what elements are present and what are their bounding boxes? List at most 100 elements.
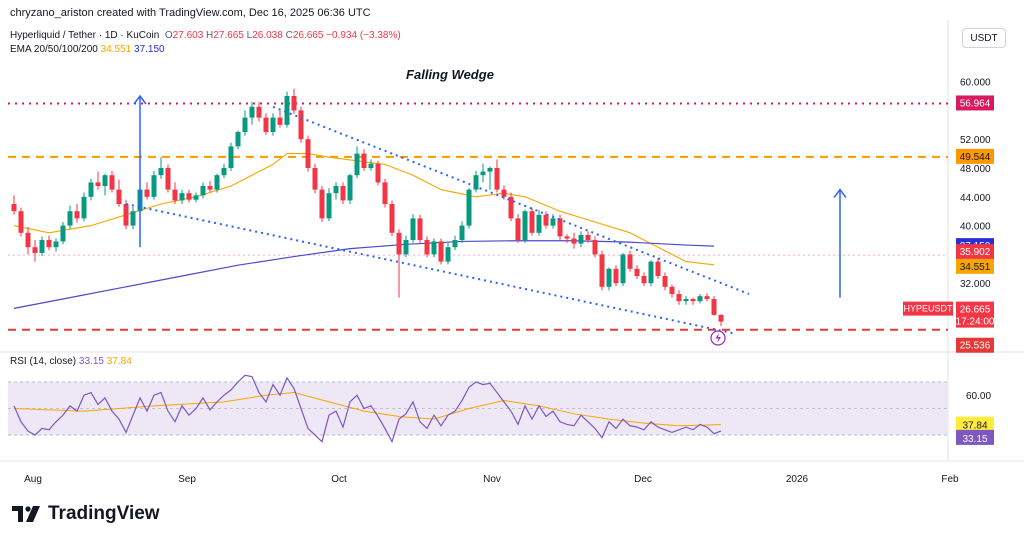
candle-body — [543, 214, 549, 226]
price-tag-pink-level — [956, 244, 994, 260]
candle-body — [39, 240, 45, 253]
created-text: created with TradingView.com, Dec 16, 20… — [96, 7, 371, 19]
candle-body — [165, 168, 171, 190]
candle-body — [410, 218, 416, 240]
open-label: O — [164, 30, 173, 41]
candle-body — [200, 186, 206, 196]
candle-body — [116, 189, 122, 204]
rsi-label[interactable]: RSI (14, close) — [10, 356, 77, 367]
candles — [11, 88, 724, 327]
candle-body — [361, 153, 367, 168]
candle-body — [592, 240, 598, 255]
symbol-legend: Hyperliquid / Tether · 1D · KuCoin O27.6… — [10, 30, 401, 41]
symbol-tag-label: HYPEUSDT — [903, 304, 953, 314]
time-axis: Aug Sep Oct Nov Dec 2026 Feb — [24, 474, 959, 485]
chart-header: chryzano_ariston created with TradingVie… — [10, 7, 371, 19]
wedge-lower-line — [125, 203, 736, 335]
price-tag-label-pink-level: 35.902 — [960, 247, 991, 258]
candle-body — [214, 175, 220, 190]
candle-body — [74, 211, 80, 219]
candle-body — [354, 153, 360, 176]
level-lines — [8, 102, 948, 331]
candle-body — [536, 214, 542, 233]
candle-body — [284, 96, 290, 125]
candle-body — [473, 175, 479, 190]
candle-body — [403, 240, 409, 255]
candle-body — [18, 211, 24, 233]
currency-button[interactable]: USDT — [962, 28, 1006, 48]
ema-blue-line — [13, 240, 715, 309]
rsi-legend: RSI (14, close) 33.15 37.84 — [10, 356, 132, 367]
rsi-tick-label: 60.00 — [966, 391, 991, 402]
candle-body — [221, 168, 227, 176]
candle-body — [424, 240, 430, 255]
tradingview-logo-icon — [12, 506, 40, 522]
price-tag-label-last-price: 26.665 — [960, 305, 991, 316]
candle-body — [564, 236, 570, 239]
candle-body — [508, 196, 514, 219]
candle-body — [95, 182, 101, 186]
price-tick-label: 48.000 — [960, 164, 991, 175]
low-value: 26.038 — [252, 30, 283, 41]
right-target-arrow-head — [833, 188, 847, 199]
candle-body — [249, 106, 255, 118]
candle-body — [102, 175, 108, 186]
price-tag-label-orange-level: 49.544 — [960, 152, 991, 163]
candle-body — [144, 189, 150, 197]
candle-body — [627, 254, 633, 269]
rsi-line — [13, 374, 722, 444]
candle-body — [389, 204, 395, 233]
time-tick-label: Dec — [634, 474, 652, 485]
price-tag-last-price — [956, 301, 994, 328]
brand-name: TradingView — [48, 503, 160, 524]
candle-body — [690, 299, 696, 302]
candle-body — [396, 232, 402, 255]
candle-body — [151, 175, 157, 197]
ema-legend: EMA 20/50/100/200 34.551 37.150 — [10, 44, 165, 55]
candle-body — [417, 218, 423, 240]
price-tag-label-resistance: 56.964 — [960, 98, 991, 109]
close-label: C — [285, 30, 293, 41]
price-tag-ema-orange — [956, 258, 994, 274]
time-tick-label: 2026 — [786, 474, 809, 485]
close-value: 26.665 — [292, 30, 324, 41]
price-tag-resistance — [956, 95, 994, 111]
high-value: 27.665 — [213, 30, 244, 41]
candle-body — [704, 296, 710, 300]
price-tag-support — [956, 337, 994, 353]
price-tick-label: 40.000 — [960, 222, 991, 233]
candle-body — [529, 211, 535, 233]
candle-body — [46, 240, 52, 248]
candle-body — [270, 117, 276, 132]
candle-body — [382, 182, 388, 204]
rsi-value-2: 37.84 — [106, 356, 132, 367]
candle-body — [81, 196, 87, 219]
candle-body — [620, 254, 626, 284]
symbol-title[interactable]: Hyperliquid / Tether · 1D · KuCoin — [10, 30, 160, 41]
candle-body — [326, 193, 332, 219]
candle-body — [459, 225, 465, 240]
rsi-price-tag — [956, 429, 994, 445]
price-tick-label: 32.000 — [960, 279, 991, 290]
candle-body — [291, 96, 297, 111]
high-label: H — [206, 30, 214, 41]
candle-body — [207, 186, 213, 190]
rsi-pane: 60.00 37.84 33.15 — [8, 374, 994, 445]
rsi-signal-price-label: 37.84 — [962, 421, 987, 432]
candle-body — [613, 268, 619, 284]
price-tag-orange-level — [956, 148, 994, 164]
target-arrows — [133, 94, 847, 298]
alert-icon[interactable] — [710, 330, 726, 346]
candle-body — [25, 232, 31, 248]
open-value: 27.603 — [172, 30, 204, 41]
candle-body — [648, 261, 654, 284]
ema-label[interactable]: EMA 20/50/100/200 — [10, 44, 98, 55]
candle-body — [60, 225, 66, 242]
tradingview-logo[interactable]: TradingView — [12, 503, 160, 525]
time-tick-label: Sep — [178, 474, 196, 485]
candle-body — [606, 268, 612, 287]
candle-body — [130, 211, 136, 226]
candle-body — [494, 168, 500, 190]
candle-body — [522, 211, 528, 240]
